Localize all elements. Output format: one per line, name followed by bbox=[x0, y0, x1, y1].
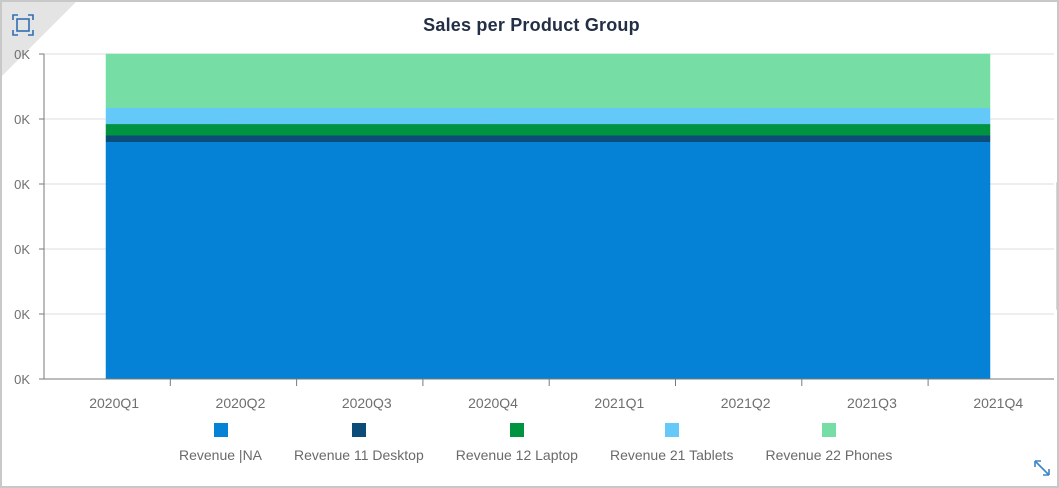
area-revenue-21-tablets bbox=[105, 107, 991, 125]
y-tick-label: 0K bbox=[14, 372, 30, 387]
x-tick-label: 2020Q3 bbox=[342, 395, 392, 411]
y-tick-label: 0K bbox=[14, 307, 30, 322]
legend-label: Revenue 21 Tablets bbox=[609, 447, 734, 463]
y-tick-label: 0K bbox=[14, 112, 30, 127]
scrollbar-thumb[interactable] bbox=[1056, 182, 1057, 310]
x-tick-label: 2021Q4 bbox=[973, 395, 1023, 411]
legend-label: Revenue 22 Phones bbox=[765, 447, 893, 463]
area-revenue-22-phones bbox=[105, 53, 991, 108]
expand-diagonal-icon[interactable] bbox=[1033, 459, 1051, 477]
legend-swatch bbox=[509, 423, 524, 437]
legend-item[interactable]: Revenue |NA bbox=[172, 423, 269, 471]
legend-item[interactable]: Revenue 12 Laptop bbox=[449, 423, 585, 471]
area-revenue-na bbox=[105, 141, 991, 380]
legend-label: Revenue |NA bbox=[179, 447, 263, 463]
x-tick-label: 2020Q1 bbox=[89, 395, 139, 411]
y-tick-label: 0K bbox=[14, 242, 30, 257]
fit-to-frame-icon[interactable] bbox=[12, 14, 34, 36]
area-revenue-12-laptop bbox=[105, 123, 991, 136]
axes: 0K 0K 0K 0K 0K 0K 2020Q1 2020Q2 2020Q3 2020Q4 2021… bbox=[14, 47, 1054, 411]
x-tick-label: 2021Q2 bbox=[721, 395, 771, 411]
x-tick-label: 2020Q4 bbox=[468, 395, 518, 411]
x-tick-label: 2021Q3 bbox=[847, 395, 897, 411]
legend-label: Revenue 11 Desktop bbox=[294, 447, 424, 463]
area-revenue-11-desktop bbox=[105, 135, 991, 142]
legend-swatch bbox=[351, 423, 366, 437]
area-series bbox=[105, 53, 991, 380]
legend-swatch bbox=[821, 423, 836, 437]
legend-item[interactable]: Revenue 11 Desktop bbox=[287, 423, 431, 471]
x-tick-label: 2021Q1 bbox=[594, 395, 644, 411]
legend-swatch bbox=[664, 423, 679, 437]
chart-title: Sales per Product Group bbox=[423, 15, 640, 35]
y-tick-label: 0K bbox=[14, 177, 30, 192]
legend-label: Revenue 12 Laptop bbox=[455, 447, 578, 463]
legend-swatch bbox=[213, 423, 228, 437]
x-tick-label: 2020Q2 bbox=[216, 395, 266, 411]
legend-item[interactable]: Revenue 22 Phones bbox=[758, 423, 899, 471]
y-tick-label: 0K bbox=[14, 47, 30, 62]
legend-item[interactable]: Revenue 21 Tablets bbox=[603, 423, 741, 471]
chart-legend: Revenue |NA Revenue 11 Desktop Revenue 12 … bbox=[172, 423, 899, 471]
